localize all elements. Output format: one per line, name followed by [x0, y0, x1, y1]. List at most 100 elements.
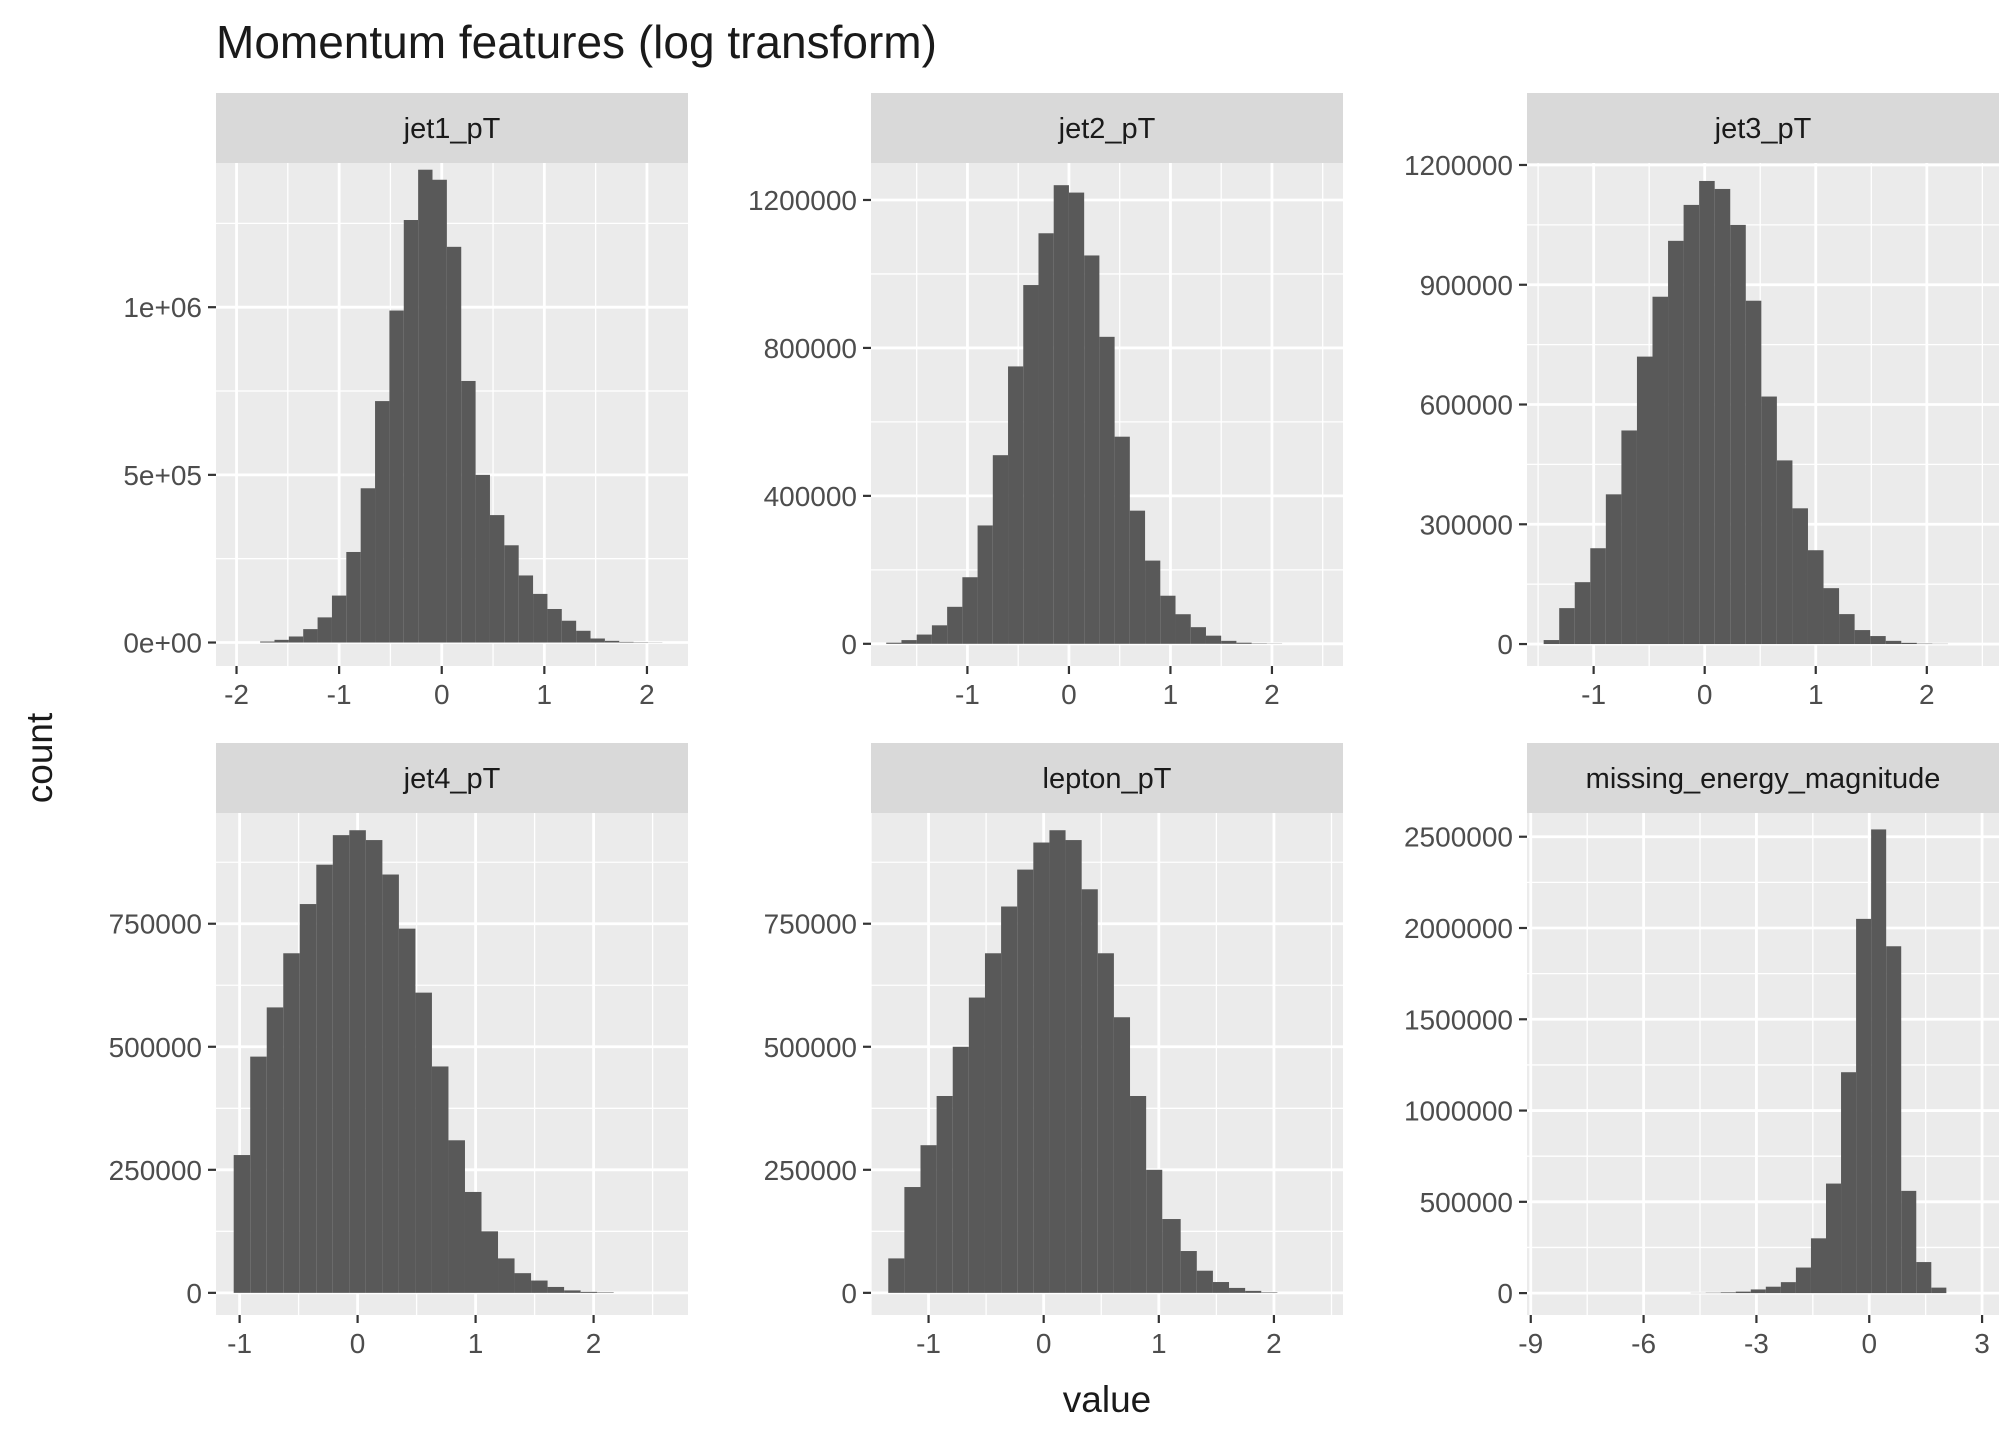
histogram-bar [1841, 1072, 1857, 1294]
histogram-bar [1901, 1190, 1917, 1294]
y-tick-label: 250000 [109, 1155, 202, 1186]
histogram-bar [564, 1290, 581, 1293]
x-tick-label: 2 [1264, 679, 1280, 710]
histogram-bar [901, 640, 917, 644]
histogram-bar [1795, 1267, 1811, 1294]
y-tick-label: 500000 [764, 1032, 857, 1063]
histogram-bar [431, 1066, 449, 1293]
y-tick-label: 500000 [109, 1032, 202, 1063]
histogram-bar [1714, 188, 1731, 645]
facet-strip-label: jet1_pT [403, 113, 501, 145]
histogram-bar [1053, 185, 1069, 644]
histogram-bar [1839, 614, 1855, 645]
histogram-bar [1916, 1262, 1932, 1294]
histogram-bar [1776, 460, 1793, 645]
y-tick-label: 0 [1497, 1278, 1513, 1309]
histogram-bar [576, 630, 591, 643]
histogram-bar [547, 1286, 565, 1293]
histogram-bar [288, 636, 304, 643]
histogram-bar [349, 830, 366, 1293]
y-tick-label: 500000 [1420, 1187, 1513, 1218]
x-tick-label: 2 [1266, 1328, 1282, 1359]
histogram-bar [1745, 300, 1762, 645]
histogram-bar [464, 1191, 482, 1293]
histogram-bar [481, 1231, 499, 1293]
histogram-bar [360, 488, 376, 643]
histogram-bar [260, 641, 275, 643]
histogram-bar [1190, 627, 1206, 644]
histogram-bar [461, 380, 476, 643]
histogram-bar [1735, 1291, 1751, 1294]
histogram-bar [1049, 830, 1066, 1293]
histogram-bar [1885, 640, 1902, 645]
panel-jet3-pt: jet3_pT 0 300000 600000 900000 1200000 -1 0 1 2 [1404, 93, 1999, 710]
histogram-bar [561, 620, 577, 643]
histogram-bar [1807, 550, 1824, 645]
x-tick-label: -9 [1518, 1328, 1543, 1359]
histogram-bar [1065, 840, 1082, 1293]
histogram-bar [604, 640, 620, 643]
histogram-bar [1854, 630, 1871, 645]
y-tick-label: 0e+00 [123, 628, 202, 659]
histogram-bar [1750, 1289, 1766, 1294]
histogram-bar [233, 1155, 251, 1293]
histogram-bar [1543, 640, 1560, 645]
histogram-bar [1825, 1183, 1842, 1294]
histogram-bar [1160, 595, 1176, 644]
histogram-bar [992, 455, 1009, 644]
y-tick-label: 1000000 [1404, 1096, 1513, 1127]
histogram-bar [952, 1046, 969, 1293]
x-tick-label: 0 [1861, 1328, 1877, 1359]
histogram-bar [1574, 582, 1591, 645]
histogram-bar [886, 642, 902, 644]
histogram-bar [332, 835, 350, 1293]
histogram-bar [580, 1291, 598, 1293]
histogram-bar [1146, 1169, 1163, 1293]
x-tick-label: -2 [224, 679, 249, 710]
histogram-bar [1652, 296, 1669, 645]
x-tick-label: 1 [468, 1328, 484, 1359]
histogram-bar [1196, 1270, 1213, 1293]
y-tick-label: 0 [841, 629, 857, 660]
histogram-bar [1236, 642, 1252, 644]
histogram-bar [498, 1258, 515, 1293]
facet-strip-label: jet2_pT [1058, 113, 1156, 145]
y-tick-label: 2500000 [1404, 822, 1513, 853]
facet-strip-label: jet4_pT [403, 763, 501, 795]
chart-title: Momentum features (log transform) [216, 16, 937, 68]
histogram-bar [1823, 588, 1840, 645]
x-tick-label: 0 [1697, 679, 1713, 710]
histogram-bar [1175, 614, 1191, 644]
histogram-bar [250, 1056, 267, 1293]
histogram-bar [331, 595, 347, 643]
y-tick-label: 1200000 [748, 185, 857, 216]
histogram-bar [375, 401, 390, 643]
histogram-bar [1668, 240, 1684, 645]
facet-strip [1527, 743, 1999, 813]
histogram-bar [1792, 508, 1808, 645]
histogram-bar [1114, 436, 1130, 644]
histogram-bar [1730, 224, 1746, 645]
histogram-bar [518, 575, 534, 643]
histogram-bar [1761, 396, 1777, 645]
y-tick-label: 600000 [1420, 390, 1513, 421]
histogram-bar [1017, 869, 1034, 1293]
y-tick-label: 0 [1497, 629, 1513, 660]
histogram-bar [1245, 1290, 1262, 1293]
histogram-bar [446, 246, 462, 643]
y-tick-label: 1500000 [1404, 1004, 1513, 1035]
histogram-bar [1871, 829, 1887, 1294]
histogram-bar [1870, 636, 1886, 645]
facet-strip [216, 93, 688, 163]
y-tick-label: 750000 [109, 909, 202, 940]
histogram-bar [1023, 285, 1039, 644]
histogram-bar [1099, 336, 1115, 644]
histogram-bar [977, 525, 993, 644]
histogram-bar [398, 928, 416, 1293]
facet-strip [1527, 93, 1999, 163]
histogram-bar [619, 641, 634, 643]
panel-jet2-pt: jet2_pT 0 400000 800000 1200000 -1 0 1 2 [748, 93, 1343, 710]
histogram-bar [1113, 1017, 1131, 1293]
histogram-bar [936, 1095, 953, 1293]
y-tick-label: 750000 [764, 909, 857, 940]
